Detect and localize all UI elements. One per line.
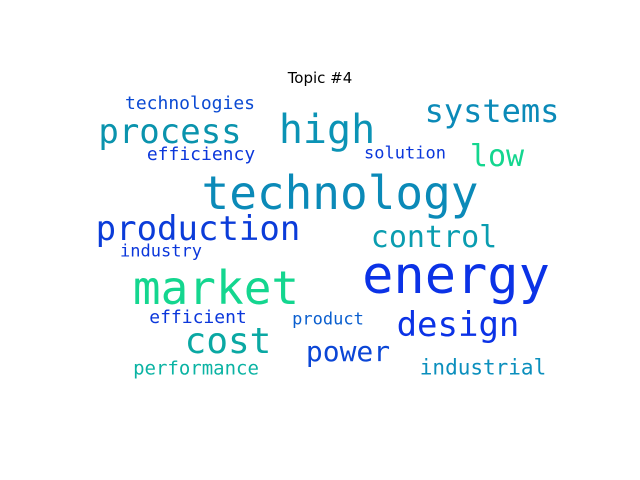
word-market: market [132,261,300,315]
word-low: low [469,139,525,174]
word-product: product [292,309,364,330]
word-performance: performance [133,357,259,380]
word-cost: cost [184,321,272,362]
word-efficient: efficient [149,307,247,328]
word-industrial: industrial [419,355,547,380]
word-industry: industry [120,241,202,262]
word-high: high [278,107,376,153]
word-technologies: technologies [124,93,256,114]
chart-title: Topic #4 [287,69,353,87]
word-efficiency: efficiency [146,144,256,165]
word-control: control [370,220,498,255]
word-power: power [305,335,391,368]
word-production: production [95,209,301,249]
word-systems: systems [424,92,560,130]
word-solution: solution [364,143,446,164]
word-technology: technology [201,166,479,220]
word-process: process [98,112,242,152]
word-energy: energy [362,246,550,306]
word-design: design [396,305,520,345]
